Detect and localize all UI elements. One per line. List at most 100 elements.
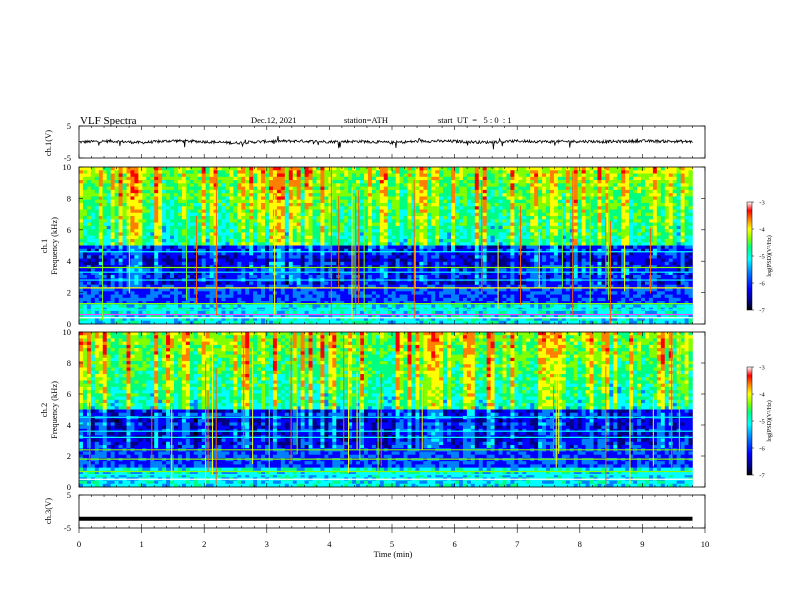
ch1-spectrogram-cell [664,193,670,197]
ch1-spectrogram-cell [553,196,559,201]
ch1-spectrogram-cell [316,222,321,227]
ch1-spectrogram-cell [415,225,420,230]
ch1-spectrogram-cell [106,225,111,230]
ch1-spectrogram-cell [173,202,179,207]
ch1-spectrogram-cell [652,206,658,210]
ch1-spectrogram-cell [296,199,301,204]
ch1-spectrogram-cell [181,183,187,187]
ch1-spectrogram-cell [193,206,199,210]
ch1-spectrogram-cell [387,252,392,256]
ch1-spectrogram-cell [577,183,582,187]
ch1-spectrogram-cell [213,219,218,223]
ch1-spectrogram-cell [455,261,460,266]
ch1-spectrogram-cell [106,255,111,259]
ch1-spectrogram-cell [379,176,385,181]
ch1-spectrogram-cell [522,248,527,253]
ch1-spectrogram-cell [360,202,365,207]
ch1-spectrogram-cell [375,212,381,217]
ch1-spectrogram-cell [522,167,527,171]
ch1-spectrogram-cell [431,196,436,201]
ch1-spectrogram-cell [439,180,444,184]
ch1-spectrogram-cell [506,202,511,207]
ch1-spectrogram-cell [173,176,179,181]
ch1-spectrogram-cell [356,180,361,184]
ch1-spectrogram-cell [601,206,606,210]
ch1-spectrogram-cell [134,255,139,259]
ch1-spectrogram-cell [534,183,539,187]
ch1-spectrogram-cell [553,199,559,204]
ch1-spectrogram-cell [181,248,187,253]
ch1-spectrogram-cell [423,255,428,259]
ch1-spectrogram-cell [407,176,412,181]
ch1-spectrogram-cell [110,216,115,220]
ch1-spectrogram-cell [526,189,531,194]
ch1-spectrogram-cell [589,186,594,191]
ch1-spectrogram-cell [506,229,511,233]
ch1-spectrogram-cell [435,261,440,266]
ch1-spectrogram-cell [225,255,230,259]
ch1-spectrogram-cell [288,196,294,201]
ch1-spectrogram-cell [522,258,527,263]
ch1-spectrogram-cell [340,180,345,184]
ch1-spectrogram-cell [478,180,484,184]
ch1-spectrogram-cell [241,229,246,233]
ch1-spectrogram-cell [304,180,309,184]
ch1-spectrogram-cell [613,252,618,256]
ch1-spectrogram-cell [514,229,519,233]
ch1-spectrogram-cell [597,242,602,246]
ch1-spectrogram-cell [304,261,309,266]
ch1-spectrogram-cell [435,229,440,233]
ch1-spectrogram-cell [395,180,400,184]
ch1-spectrogram-cell [546,242,551,246]
ch1-spectrogram-cell [181,232,187,236]
ch1-spectrogram-cell [316,212,321,217]
ch1-spectrogram-cell [462,209,468,214]
ch1-spectrogram-cell [660,248,666,253]
ch1-spectrogram-cell [435,193,440,197]
ch1-spectrogram-cell [415,258,420,263]
ch1-spectrogram-cell [352,186,357,191]
ch1-spectrogram-cell [506,261,511,266]
ch1-spectrogram-cell [522,170,527,174]
ch1-spectrogram-cell [79,258,84,263]
ch1-spectrogram-cell [549,258,555,263]
ch1-spectrogram-cell [617,180,622,184]
ch1-spectrogram-cell [292,173,297,178]
ch1-spectrogram-cell [502,261,507,266]
ch1-spectrogram-cell [304,222,309,227]
ch1-spectrogram-cell [268,167,274,171]
ch1-spectrogram-cell [403,258,408,263]
ch1-spectrogram-cell [403,238,408,243]
ch1-spectrogram-cell [688,258,693,263]
ch1-spectrogram-cell [399,229,404,233]
ch1-spectrogram-cell [597,258,602,263]
ch1-spectrogram-cell [106,176,111,181]
ch1-spectrogram-cell [664,242,670,246]
ch1-spectrogram-cell [494,193,499,197]
ch1-spectrogram-cell [573,255,578,259]
ch1-spectrogram-cell [170,193,175,197]
ch1-spectrogram-cell [526,245,531,250]
ch1-spectrogram-cell [280,167,286,171]
ch1-spectrogram-cell [569,229,575,233]
ch1-spectrogram-cell [660,202,666,207]
ch1-spectrogram-cell [395,173,400,178]
ch1-spectrogram-cell [241,186,246,191]
ch1-spectrogram-cell [522,238,527,243]
ch1-spectrogram-cell [197,219,202,223]
ch1-spectrogram-cell [435,176,440,181]
ch1-spectrogram-cell [336,176,341,181]
ch1-spectrogram-cell [340,268,345,272]
ch1-spectrogram-cell [625,167,630,171]
ch1-spectrogram-cell [363,216,369,220]
ch1-spectrogram-cell [423,199,428,204]
ch1-spectrogram-cell [268,252,274,256]
ch1-spectrogram-cell [577,255,582,259]
ch1-spectrogram-cell [387,212,392,217]
ch1-spectrogram-cell [573,238,578,243]
ch1-spectrogram-cell [102,252,108,256]
ch1-spectrogram-cell [585,219,590,223]
ch1-spectrogram-cell [565,209,571,214]
ch1-spectrogram-cell [534,242,539,246]
ch1-spectrogram-cell [316,229,321,233]
